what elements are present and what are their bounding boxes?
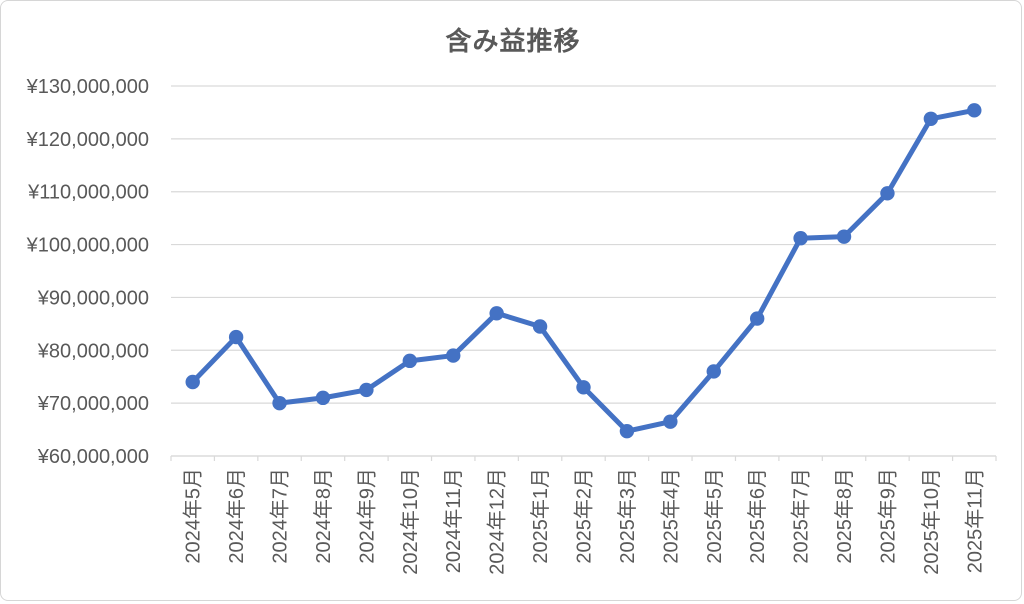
data-point-marker bbox=[272, 395, 287, 411]
data-point-marker bbox=[836, 229, 852, 244]
x-axis-tick-label: 2025年2月 bbox=[573, 468, 596, 564]
x-axis-tick-label: 2025年11月 bbox=[963, 468, 986, 573]
x-axis-tick-label: 2024年6月 bbox=[225, 468, 248, 564]
y-axis-tick-label: ¥110,000,000 bbox=[27, 182, 149, 204]
data-point-marker bbox=[880, 186, 895, 201]
y-axis-tick-label: ¥120,000,000 bbox=[26, 129, 149, 151]
data-point-marker bbox=[185, 374, 200, 390]
x-axis-tick-label: 2025年10月 bbox=[920, 468, 943, 575]
data-point-marker bbox=[793, 231, 808, 246]
y-axis-tick-label: ¥70,000,000 bbox=[37, 393, 149, 415]
x-axis-tick-label: 2024年9月 bbox=[355, 468, 378, 564]
data-point-marker bbox=[489, 306, 504, 321]
x-axis-tick-label: 2024年10月 bbox=[399, 468, 422, 575]
data-point-marker bbox=[576, 380, 591, 395]
y-axis-tick-label: ¥60,000,000 bbox=[37, 446, 149, 468]
x-axis-tick-label: 2024年11月 bbox=[442, 468, 465, 573]
data-point-marker bbox=[706, 364, 721, 379]
x-axis-tick-label: 2025年3月 bbox=[616, 468, 639, 564]
x-axis-tick-label: 2024年7月 bbox=[269, 468, 292, 564]
y-axis-tick-label: ¥100,000,000 bbox=[26, 235, 149, 257]
y-axis-tick-label: ¥130,000,000 bbox=[26, 76, 149, 98]
data-point-marker bbox=[315, 390, 331, 406]
y-axis-tick-label: ¥80,000,000 bbox=[37, 340, 149, 362]
x-axis-tick-label: 2025年5月 bbox=[703, 468, 726, 564]
x-axis-tick-label: 2025年6月 bbox=[746, 468, 769, 564]
data-point-marker bbox=[359, 382, 374, 398]
x-axis-tick-label: 2025年8月 bbox=[833, 468, 856, 564]
data-point-marker bbox=[967, 103, 982, 118]
data-point-marker bbox=[749, 311, 765, 326]
data-point-marker bbox=[663, 414, 678, 429]
x-axis-tick-label: 2024年5月 bbox=[182, 468, 205, 564]
data-point-marker bbox=[402, 353, 418, 369]
x-axis-tick-label: 2024年12月 bbox=[486, 468, 509, 575]
x-axis-tick-label: 2025年9月 bbox=[876, 468, 899, 564]
x-axis-tick-label: 2024年8月 bbox=[312, 468, 335, 564]
y-axis-tick-label: ¥90,000,000 bbox=[37, 287, 149, 309]
data-point-marker bbox=[619, 423, 635, 439]
data-point-marker bbox=[228, 329, 244, 345]
x-axis-tick-label: 2025年7月 bbox=[790, 468, 813, 564]
data-point-marker bbox=[446, 348, 461, 363]
x-axis-tick-label: 2025年4月 bbox=[659, 468, 682, 564]
x-axis-tick-label: 2025年1月 bbox=[529, 468, 552, 564]
data-point-marker bbox=[532, 319, 548, 334]
chart-title: 含み益推移 bbox=[445, 26, 581, 56]
data-point-marker bbox=[923, 111, 939, 126]
